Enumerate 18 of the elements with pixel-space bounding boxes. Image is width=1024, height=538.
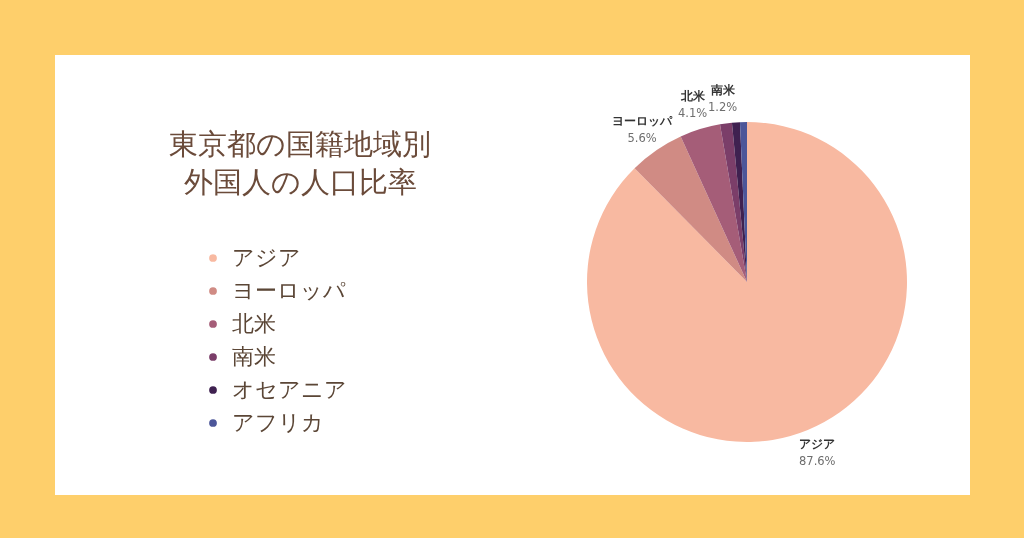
data-label: 1.2%	[708, 99, 738, 114]
slice-label: 南米	[709, 82, 736, 97]
slice-label: ヨーロッパ	[612, 113, 674, 128]
legend-label: オセアニア	[232, 377, 347, 402]
legend-label: アジア	[232, 245, 301, 270]
legend-label: ヨーロッパ	[232, 278, 346, 303]
slice-label: アジア	[799, 437, 836, 452]
text: 外国人の人口比率	[183, 165, 417, 199]
text: 東京都の国籍地域別	[169, 127, 431, 161]
legend-label: アフリカ	[232, 410, 324, 435]
pie-slice	[680, 124, 747, 282]
pie-slice	[719, 122, 747, 282]
legend-label: 南米	[232, 344, 276, 369]
legend-label: 北米	[232, 311, 276, 336]
data-label: 4.1%	[677, 106, 708, 121]
data-label: 5.6%	[627, 130, 657, 145]
slice-label: 北米	[679, 89, 706, 104]
data-label: 87.6%	[798, 454, 836, 469]
